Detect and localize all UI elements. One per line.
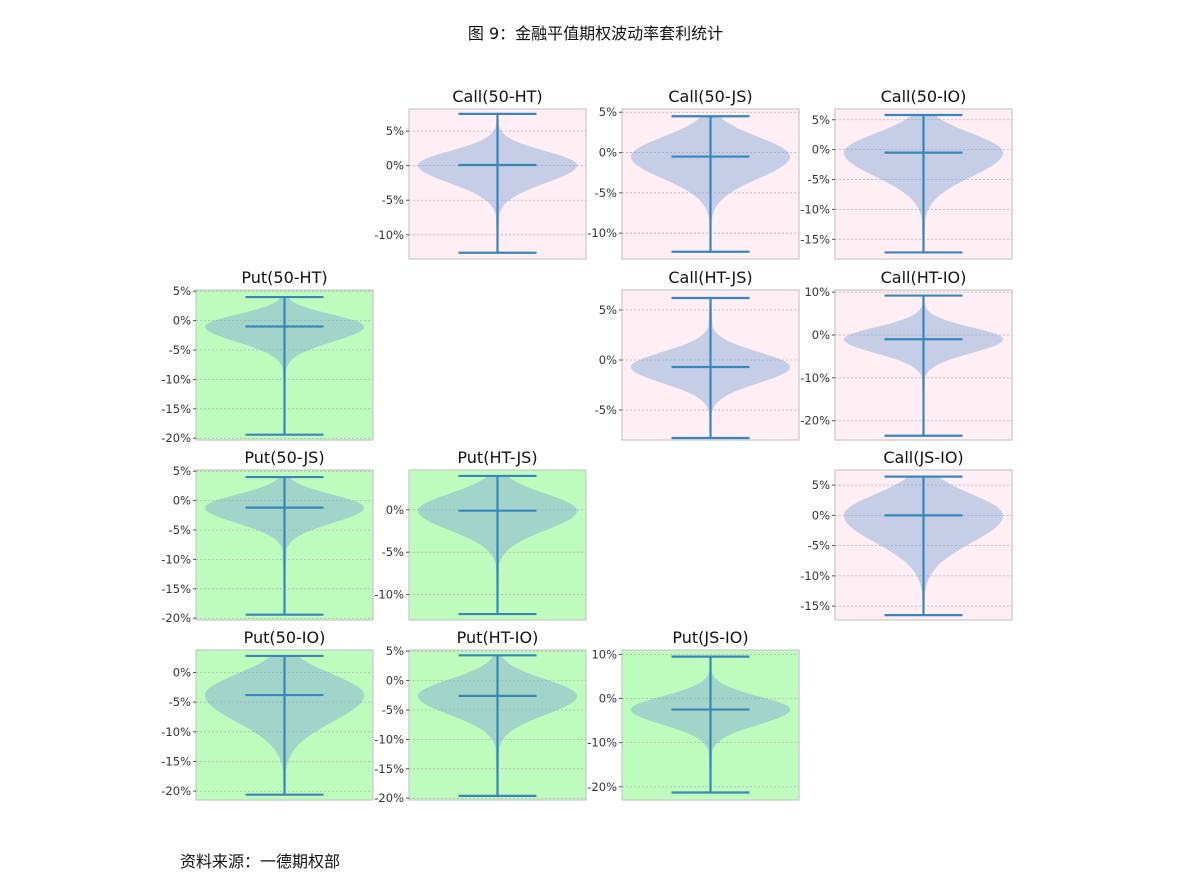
panel-put-js-io: 10% 0% -10% -20% Put(JS-IO)	[587, 628, 800, 801]
y-tick-label: -10%	[587, 736, 617, 750]
panel-title: Put(50-HT)	[241, 268, 327, 287]
y-tick-label: 0%	[599, 146, 617, 160]
source-note: 资料来源：一德期权部	[180, 852, 341, 871]
y-tick-label: 0%	[386, 159, 404, 173]
panel-title: Call(50-JS)	[668, 87, 752, 106]
y-tick-label: -5%	[595, 186, 617, 200]
y-tick-label: 10%	[591, 647, 617, 661]
y-tick-label: -5%	[169, 695, 191, 709]
y-tick-label: -15%	[161, 754, 191, 768]
panel-title: Call(JS-IO)	[883, 448, 963, 467]
y-tick-label: -5%	[595, 403, 617, 417]
y-tick-label: -10%	[800, 569, 830, 583]
y-tick-label: -10%	[800, 371, 830, 385]
panel-title: Put(JS-IO)	[672, 628, 748, 647]
y-tick-label: -10%	[161, 372, 191, 386]
y-tick-label: -10%	[161, 552, 191, 566]
y-tick-label: -20%	[800, 414, 830, 428]
y-tick-label: -15%	[800, 232, 830, 246]
y-tick-label: 0%	[599, 353, 617, 367]
panel-title: Put(HT-JS)	[457, 448, 537, 467]
y-tick-label: 0%	[173, 666, 191, 680]
y-tick-label: 10%	[804, 285, 830, 299]
y-tick-label: -10%	[587, 226, 617, 240]
figure-title: 图 9：金融平值期权波动率套利统计	[467, 24, 724, 43]
y-tick-label: -15%	[161, 582, 191, 596]
y-tick-label: 5%	[812, 113, 830, 127]
y-tick-label: 0%	[386, 674, 404, 688]
y-tick-label: -10%	[374, 732, 404, 746]
y-tick-label: -20%	[161, 431, 191, 445]
y-tick-label: -10%	[800, 202, 830, 216]
panel-put-50-io: 0% -5% -10% -15% -20% Put(50-IO)	[161, 628, 374, 801]
y-tick-label: -5%	[808, 173, 830, 187]
y-tick-label: 0%	[386, 503, 404, 517]
y-tick-label: -15%	[800, 599, 830, 613]
y-tick-label: -5%	[382, 703, 404, 717]
panel-title: Call(HT-IO)	[881, 268, 967, 287]
y-tick-label: -10%	[374, 228, 404, 242]
panel-put-50-js: 5% 0% -5% -10% -15% -20% Put(50-JS)	[161, 448, 374, 625]
panel-call-50-io: 5% 0% -5% -10% -15% Call(50-IO)	[800, 87, 1013, 260]
panel-title: Call(50-IO)	[881, 87, 967, 106]
panel-put-ht-io: 5% 0% -5% -10% -15% -20% Put(HT-IO)	[374, 628, 587, 805]
y-tick-label: -20%	[161, 611, 191, 625]
panel-title: Call(HT-JS)	[668, 268, 752, 287]
panel-title: Call(50-HT)	[452, 87, 542, 106]
y-tick-label: -5%	[169, 343, 191, 357]
y-tick-label: 0%	[599, 692, 617, 706]
panel-put-ht-js: 0% -5% -10% Put(HT-JS)	[374, 448, 587, 621]
y-tick-label: -10%	[374, 588, 404, 602]
panel-call-50-js: 5% 0% -5% -10% Call(50-JS)	[587, 87, 800, 260]
panel-call-ht-js: 5% 0% -5% Call(HT-JS)	[595, 268, 800, 441]
y-tick-label: 0%	[812, 508, 830, 522]
y-tick-label: -5%	[169, 523, 191, 537]
y-tick-label: 5%	[386, 124, 404, 138]
y-tick-label: 5%	[173, 464, 191, 478]
panel-call-50-ht: 5% 0% -5% -10% Call(50-HT)	[374, 87, 587, 260]
panel-call-js-io: 5% 0% -5% -10% -15% Call(JS-IO)	[800, 448, 1013, 621]
y-tick-label: -15%	[374, 762, 404, 776]
y-tick-label: 0%	[173, 314, 191, 328]
y-tick-label: -5%	[382, 193, 404, 207]
y-tick-label: -10%	[161, 725, 191, 739]
y-tick-label: 5%	[173, 284, 191, 298]
y-tick-label: -20%	[161, 784, 191, 798]
y-tick-label: 0%	[812, 143, 830, 157]
y-tick-label: 0%	[173, 494, 191, 508]
y-tick-label: 5%	[812, 478, 830, 492]
y-tick-label: 5%	[386, 644, 404, 658]
panel-title: Put(50-IO)	[244, 628, 326, 647]
panel-title: Put(HT-IO)	[457, 628, 539, 647]
y-tick-label: -15%	[161, 402, 191, 416]
y-tick-label: -20%	[374, 791, 404, 805]
y-tick-label: 0%	[812, 328, 830, 342]
panel-call-ht-io: 10% 0% -10% -20% Call(HT-IO)	[800, 268, 1013, 441]
y-tick-label: 5%	[599, 303, 617, 317]
y-tick-label: -5%	[382, 545, 404, 559]
panel-put-50-ht: 5% 0% -5% -10% -15% -20% Put(50-HT)	[161, 268, 374, 445]
y-tick-label: -5%	[808, 539, 830, 553]
panel-title: Put(50-JS)	[244, 448, 324, 467]
y-tick-label: -20%	[587, 780, 617, 794]
y-tick-label: 5%	[599, 105, 617, 119]
